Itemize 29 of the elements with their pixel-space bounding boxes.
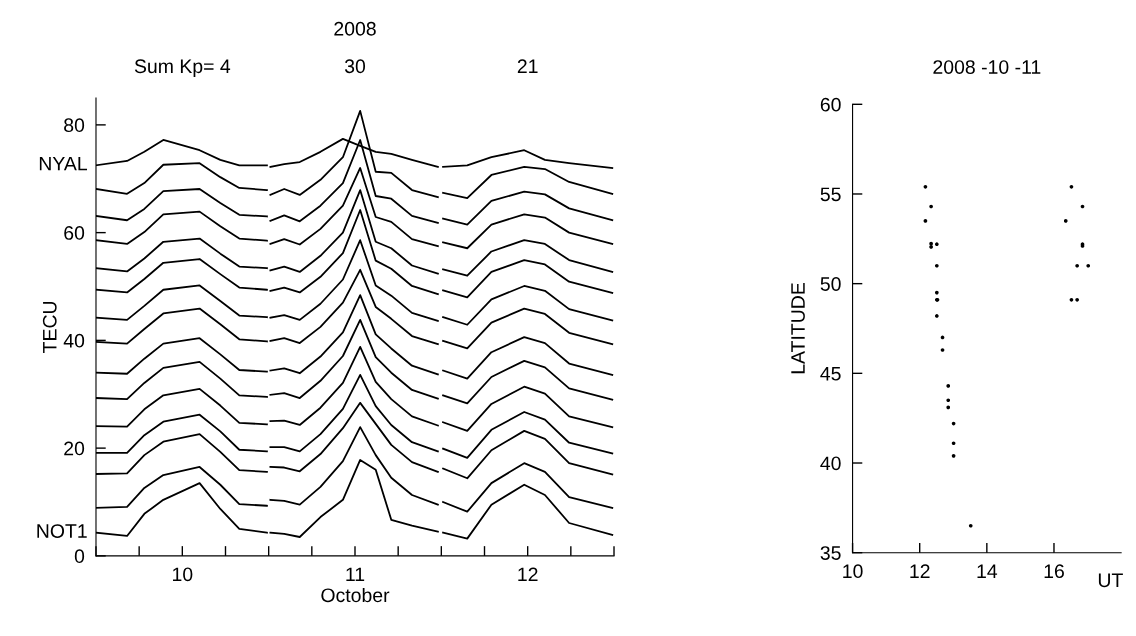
series-label: NOT1 (37, 524, 87, 538)
x-tick-label: 10 (843, 564, 863, 579)
y-tick-label: 50 (820, 277, 841, 291)
x-axis-title: UT (1098, 573, 1123, 588)
x-axis-title: October (321, 587, 390, 603)
chart-title: 2008 (334, 21, 376, 36)
y-tick-label: 0 (74, 549, 85, 564)
text: 21 (517, 59, 538, 73)
chart-title: 2008 -10 -11 (933, 60, 1041, 74)
y-tick-label: 60 (820, 97, 841, 112)
x-tick-label: 16 (1044, 564, 1064, 579)
y-tick-label: 60 (64, 226, 85, 240)
y-tick-label: 45 (820, 367, 841, 381)
x-tick-label: 10 (173, 567, 193, 582)
y-tick-label: 55 (820, 187, 841, 202)
x-tick-label: 12 (518, 567, 538, 582)
text: 30 (344, 59, 366, 74)
x-tick-label: 12 (910, 564, 930, 578)
y-tick-label: 40 (820, 456, 841, 471)
y-tick-label: 35 (820, 546, 841, 560)
x-tick-label: 14 (977, 564, 998, 578)
series-label: NYAL (39, 156, 88, 171)
y-axis-title: LATITUDE (791, 283, 805, 374)
y-tick-label: 40 (63, 333, 85, 348)
text: Sum Kp= 4 (134, 59, 231, 77)
x-tick-label: 11 (346, 567, 365, 582)
y-tick-label: 20 (64, 441, 85, 456)
y-tick-label: 80 (64, 118, 85, 133)
y-axis-title: TECU (42, 301, 57, 353)
